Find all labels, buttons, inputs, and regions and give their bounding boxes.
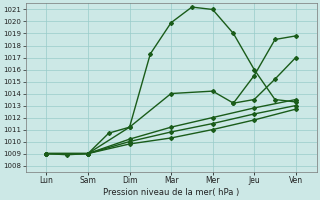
X-axis label: Pression niveau de la mer( hPa ): Pression niveau de la mer( hPa ) bbox=[103, 188, 239, 197]
